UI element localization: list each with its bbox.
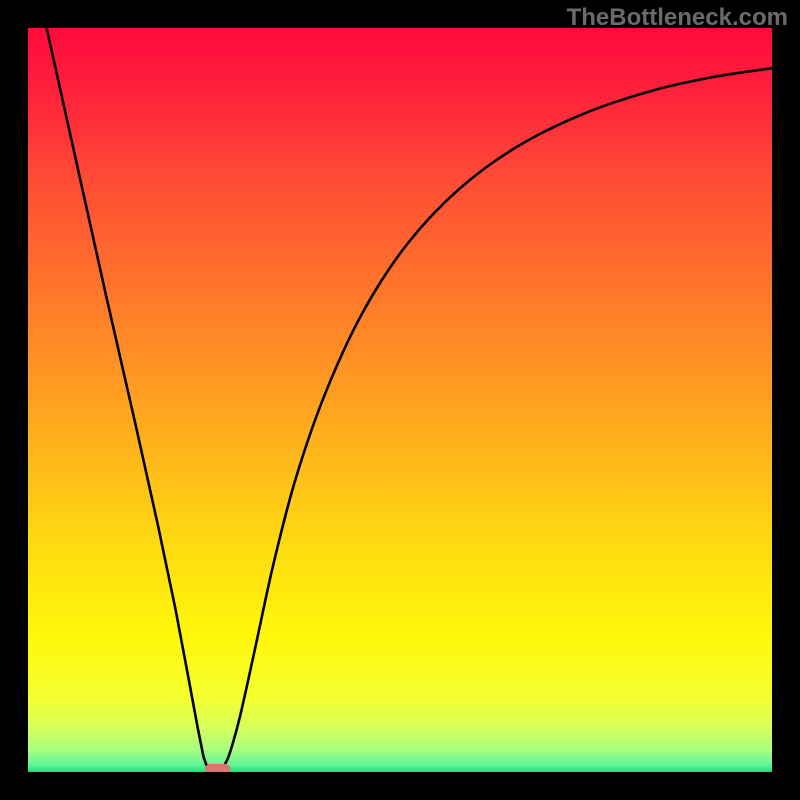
gradient-background (28, 28, 772, 772)
chart-container: TheBottleneck.com (0, 0, 800, 800)
chart-svg (0, 0, 800, 800)
watermark-label: TheBottleneck.com (567, 4, 788, 32)
